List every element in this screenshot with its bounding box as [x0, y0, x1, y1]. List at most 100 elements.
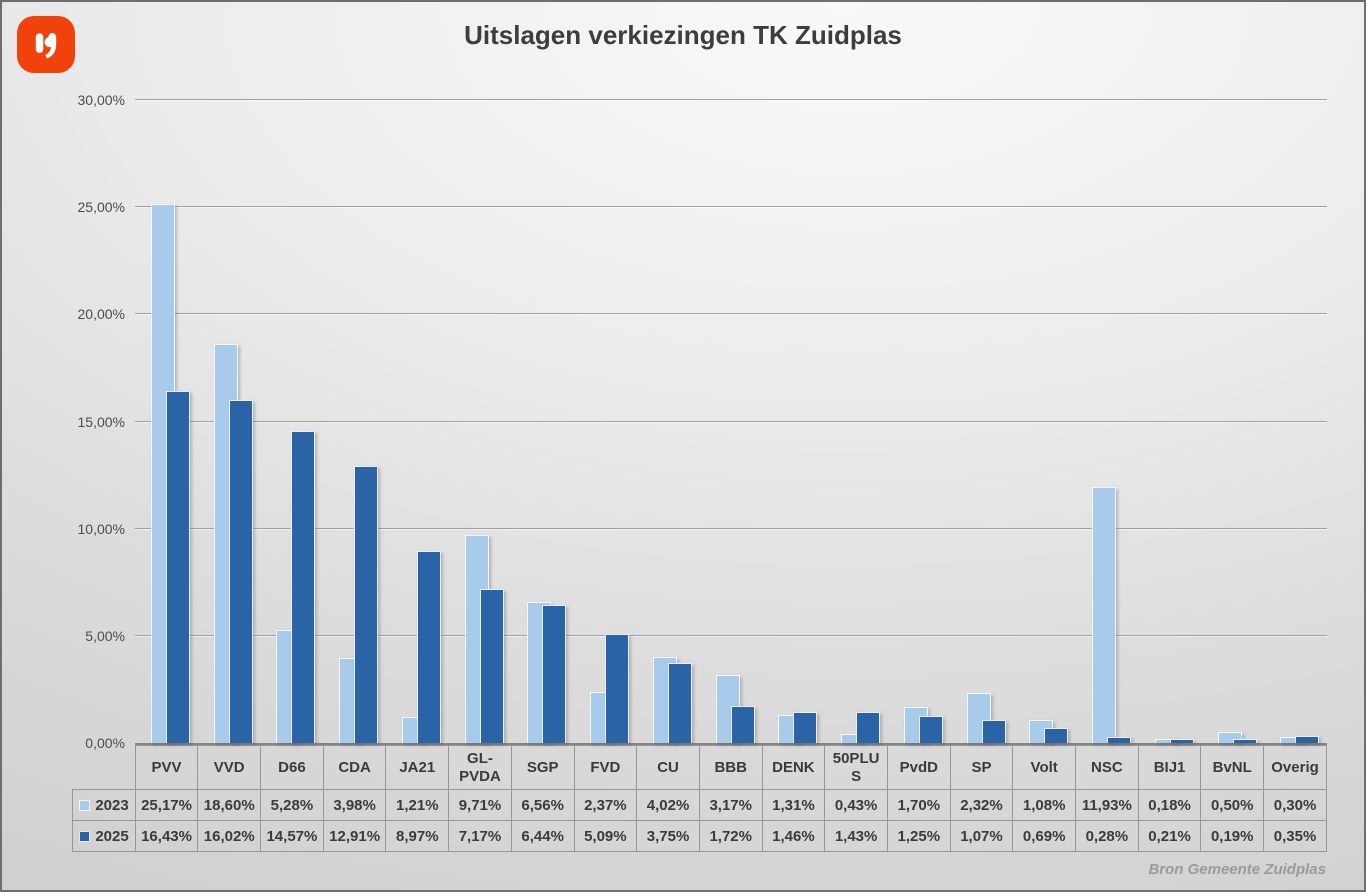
value-2023-sgp: 6,56% — [510, 789, 575, 821]
bar-2025-d66 — [291, 430, 316, 743]
bar-2023-sp — [966, 693, 991, 743]
column-header-bbb: BBB — [698, 745, 763, 790]
value-2025-sp: 1,07% — [949, 820, 1014, 852]
source-note: Bron Gemeente Zuidplas — [1148, 861, 1326, 878]
legend-cell-2023: 2023 — [72, 789, 136, 821]
bar-2025-gl-pvda — [479, 589, 504, 743]
bar-2025-50plus — [856, 712, 881, 743]
value-2023-overig: 0,30% — [1263, 789, 1327, 821]
column-header-vvd: VVD — [197, 745, 262, 790]
bar-2025-overig — [1295, 735, 1320, 743]
bar-2025-bvnl — [1232, 738, 1257, 743]
value-2025-pvdd: 1,25% — [886, 820, 951, 852]
value-2025-sgp: 6,44% — [510, 820, 575, 852]
value-2025-vvd: 16,02% — [197, 820, 262, 852]
value-2023-ja21: 1,21% — [385, 789, 450, 821]
y-axis-tick-label: 20,00% — [77, 306, 125, 323]
column-header-sgp: SGP — [510, 745, 575, 790]
column-header-fvd: FVD — [573, 745, 638, 790]
value-2025-50plus: 1,43% — [824, 820, 888, 852]
bar-2025-volt — [1044, 728, 1069, 743]
y-axis-tick-label: 10,00% — [77, 520, 125, 537]
gridline — [135, 99, 1327, 100]
value-2025-bij1: 0,21% — [1137, 820, 1202, 852]
value-2025-gl-pvda: 7,17% — [448, 820, 512, 852]
gridline — [135, 420, 1327, 422]
column-header-overig: Overig — [1263, 745, 1327, 790]
bar-2025-bij1 — [1169, 738, 1194, 743]
bar-2023-nsc — [1092, 487, 1117, 743]
value-2025-denk: 1,46% — [761, 820, 826, 852]
y-axis-tick-label: 25,00% — [77, 199, 125, 216]
column-header-volt: Volt — [1012, 745, 1076, 790]
legend-label-2023: 2023 — [95, 796, 129, 814]
column-header-bvnl: BvNL — [1200, 745, 1265, 790]
value-2023-fvd: 2,37% — [573, 789, 638, 821]
column-header-d66: D66 — [260, 745, 324, 790]
column-header-gl-pvda: GL- PVDA — [448, 745, 512, 790]
value-2025-volt: 0,69% — [1012, 820, 1076, 852]
data-table: PVV VVD D66 CDA JA21 GL- PVDA SGP FVD CU BBB DENK 50… — [72, 745, 1327, 852]
bar-2025-cu — [667, 662, 692, 743]
legend-swatch-2023 — [79, 799, 90, 811]
value-2023-volt: 1,08% — [1012, 789, 1076, 821]
column-header-ja21: JA21 — [385, 745, 450, 790]
legend-cell-2025: 2025 — [72, 820, 136, 852]
value-2025-cda: 12,91% — [322, 820, 387, 852]
value-2025-pvv: 16,43% — [134, 820, 199, 852]
column-header-pvdd: PvdD — [886, 745, 951, 790]
value-2025-overig: 0,35% — [1263, 820, 1327, 852]
value-2023-vvd: 18,60% — [197, 789, 262, 821]
bar-2025-pvdd — [918, 716, 943, 743]
bar-2025-ja21 — [416, 550, 441, 743]
gridline — [135, 634, 1327, 636]
column-header-nsc: NSC — [1075, 745, 1139, 790]
value-2023-bij1: 0,18% — [1137, 789, 1202, 821]
value-2025-bvnl: 0,19% — [1200, 820, 1265, 852]
column-header-pvv: PVV — [134, 745, 199, 790]
table-row-2023: 2023 25,17% 18,60% 5,28% 3,98% 1,21% 9,71% 6,56… — [72, 789, 1327, 821]
plot-area — [135, 99, 1327, 745]
value-2023-50plus: 0,43% — [824, 789, 888, 821]
gridline — [135, 527, 1327, 529]
column-header-cda: CDA — [322, 745, 387, 790]
column-header-cu: CU — [636, 745, 700, 790]
value-2023-denk: 1,31% — [761, 789, 826, 821]
value-2023-bvnl: 0,50% — [1200, 789, 1265, 821]
gridline — [135, 313, 1327, 315]
bar-2025-pvv — [166, 390, 190, 743]
y-axis-tick-label: 30,00% — [77, 92, 125, 108]
bar-2025-sp — [981, 720, 1006, 743]
news-site-logo — [17, 16, 75, 73]
y-axis-labels: 0,00% 5,00% 10,00% 15,00% 20,00% 25,00% 30,00% — [2, 92, 129, 751]
bar-2025-sgp — [542, 604, 567, 743]
y-axis-tick-label: 15,00% — [77, 413, 125, 430]
chart-title: Uitslagen verkiezingen TK Zuidplas — [464, 20, 902, 50]
bar-2025-denk — [793, 711, 818, 743]
bar-2025-cda — [354, 466, 379, 743]
y-axis-tick-label: 0,00% — [85, 735, 125, 751]
value-2023-d66: 5,28% — [260, 789, 324, 821]
value-2025-cu: 3,75% — [636, 820, 700, 852]
gridline — [135, 206, 1327, 208]
value-2023-sp: 2,32% — [949, 789, 1014, 821]
bar-2023-bvnl — [1217, 732, 1242, 743]
value-2023-cda: 3,98% — [322, 789, 387, 821]
column-header-50plus: 50PLU S — [824, 745, 888, 790]
legend-swatch-2025 — [79, 830, 90, 842]
bar-2025-vvd — [228, 399, 253, 743]
bar-2025-nsc — [1107, 737, 1132, 743]
column-header-bij1: BIJ1 — [1137, 745, 1202, 790]
bar-2025-fvd — [605, 633, 630, 743]
legend-label-2025: 2025 — [95, 827, 129, 845]
value-2025-ja21: 8,97% — [385, 820, 450, 852]
value-2023-gl-pvda: 9,71% — [448, 789, 512, 821]
value-2023-bbb: 3,17% — [698, 789, 763, 821]
value-2023-pvdd: 1,70% — [886, 789, 951, 821]
table-corner-cell — [73, 746, 136, 790]
quote-comma-icon — [35, 32, 57, 59]
column-header-sp: SP — [949, 745, 1014, 790]
value-2023-cu: 4,02% — [636, 789, 700, 821]
value-2025-bbb: 1,72% — [698, 820, 763, 852]
